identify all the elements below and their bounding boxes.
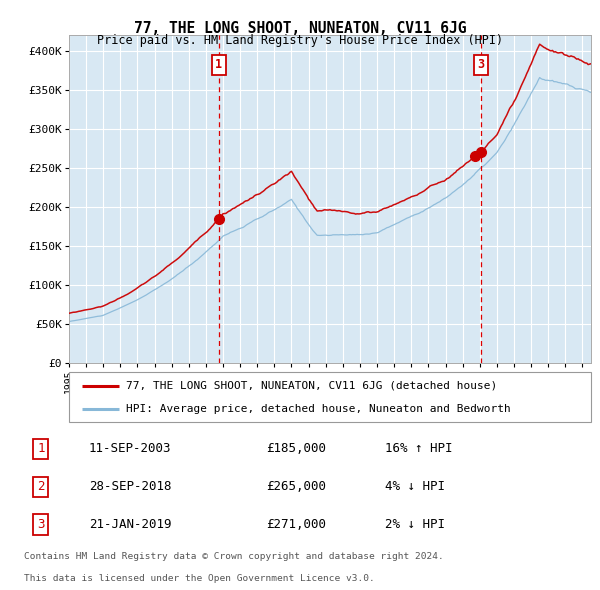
- Text: 77, THE LONG SHOOT, NUNEATON, CV11 6JG: 77, THE LONG SHOOT, NUNEATON, CV11 6JG: [134, 21, 466, 35]
- Text: 16% ↑ HPI: 16% ↑ HPI: [385, 442, 452, 455]
- Text: 3: 3: [37, 518, 44, 531]
- Text: 1: 1: [37, 442, 44, 455]
- Text: 28-SEP-2018: 28-SEP-2018: [89, 480, 172, 493]
- Text: 11-SEP-2003: 11-SEP-2003: [89, 442, 172, 455]
- Text: 77, THE LONG SHOOT, NUNEATON, CV11 6JG (detached house): 77, THE LONG SHOOT, NUNEATON, CV11 6JG (…: [127, 381, 497, 391]
- Text: Contains HM Land Registry data © Crown copyright and database right 2024.: Contains HM Land Registry data © Crown c…: [24, 552, 444, 561]
- Text: £185,000: £185,000: [266, 442, 326, 455]
- Text: £271,000: £271,000: [266, 518, 326, 531]
- Text: 2% ↓ HPI: 2% ↓ HPI: [385, 518, 445, 531]
- Text: 21-JAN-2019: 21-JAN-2019: [89, 518, 172, 531]
- Text: £265,000: £265,000: [266, 480, 326, 493]
- Text: 2: 2: [37, 480, 44, 493]
- FancyBboxPatch shape: [69, 372, 591, 422]
- Text: This data is licensed under the Open Government Licence v3.0.: This data is licensed under the Open Gov…: [24, 575, 375, 584]
- Text: 3: 3: [478, 58, 485, 71]
- Text: HPI: Average price, detached house, Nuneaton and Bedworth: HPI: Average price, detached house, Nune…: [127, 404, 511, 414]
- Text: 4% ↓ HPI: 4% ↓ HPI: [385, 480, 445, 493]
- Text: Price paid vs. HM Land Registry's House Price Index (HPI): Price paid vs. HM Land Registry's House …: [97, 34, 503, 47]
- Text: 1: 1: [215, 58, 223, 71]
